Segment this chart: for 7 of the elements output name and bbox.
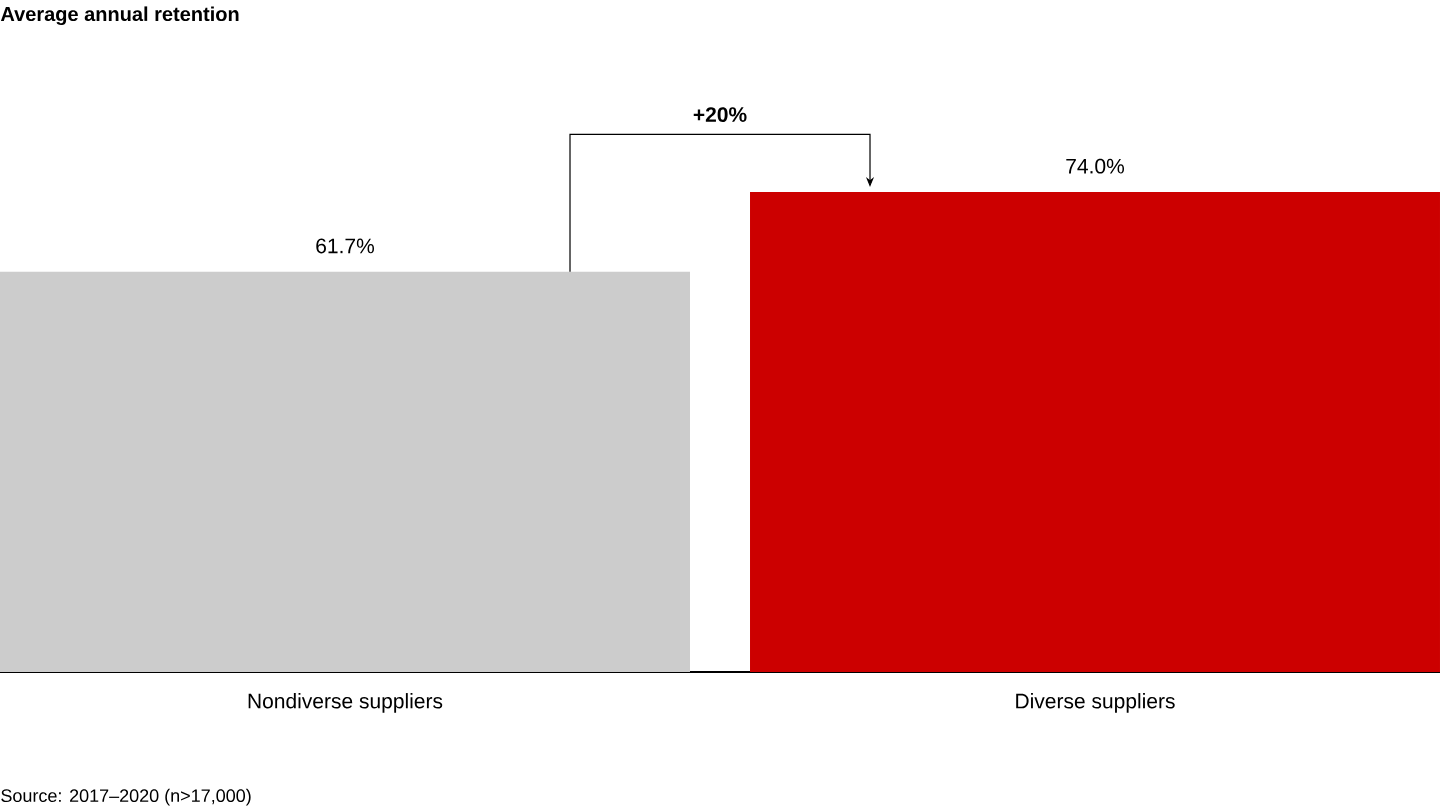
chart-title: Average annual retention <box>0 6 239 26</box>
source-note: Source: 2017–2020 (n>17,000) <box>1 788 251 806</box>
x-tick-label: Diverse suppliers <box>1016 693 1175 713</box>
data-label: 74.0% <box>1066 158 1125 174</box>
x-tick-label: Nondiverse suppliers <box>248 693 443 713</box>
text: +20% <box>693 107 747 123</box>
data-label: 61.7% <box>316 238 375 254</box>
